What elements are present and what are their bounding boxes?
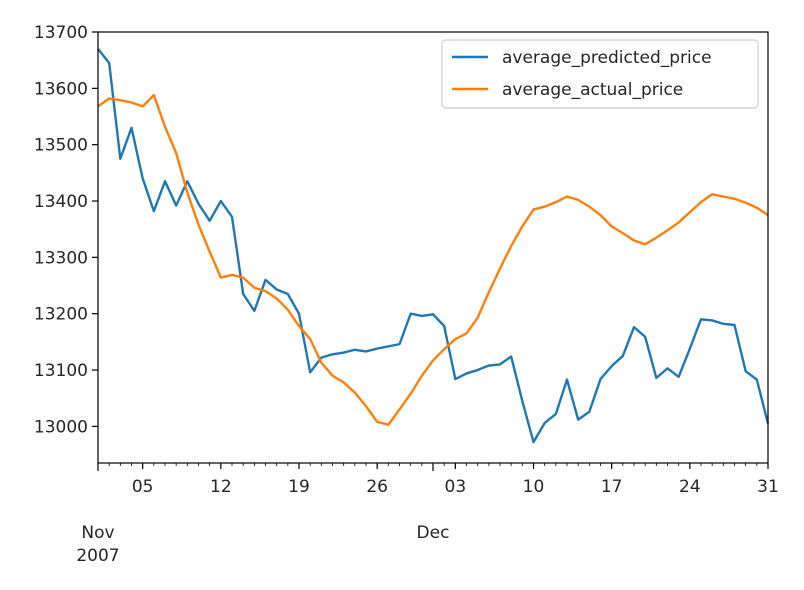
y-tick-label: 13300: [34, 248, 88, 268]
axes-layer: 13000 13100 13200 13300 13400 13500 13600 13700…: [34, 23, 779, 566]
y-tick-label: 13700: [34, 23, 88, 43]
x-tick-label: 17: [601, 477, 623, 497]
x-month-label: Dec: [417, 523, 450, 543]
y-tick-label: 13000: [34, 417, 88, 437]
x-tick-label: 12: [210, 477, 232, 497]
x-tick-label: 31: [757, 477, 779, 497]
x-tick-label: 19: [288, 477, 310, 497]
y-tick-label: 13200: [34, 305, 88, 325]
series-line-average-predicted-price: [97, 48, 770, 444]
x-year-label: 2007: [76, 546, 119, 566]
y-tick-label: 13600: [34, 79, 88, 99]
x-tick-label: 24: [679, 477, 701, 497]
y-tick-label: 13400: [34, 192, 88, 212]
x-tick-label: 05: [132, 477, 154, 497]
y-tick-label: 13100: [34, 361, 88, 381]
series-layer: [97, 48, 770, 444]
legend-label: average_predicted_price: [502, 48, 712, 68]
x-tick-label: 26: [366, 477, 388, 497]
series-line-average-actual-price: [97, 93, 769, 426]
x-month-label: Nov: [81, 523, 114, 543]
x-tick-label: 10: [523, 477, 545, 497]
legend: average_predicted_price average_actual_pr…: [441, 39, 759, 109]
legend-label: average_actual_price: [502, 80, 683, 100]
legend-box: [441, 39, 759, 109]
y-tick-label: 13500: [34, 136, 88, 156]
x-tick-label: 03: [445, 477, 467, 497]
